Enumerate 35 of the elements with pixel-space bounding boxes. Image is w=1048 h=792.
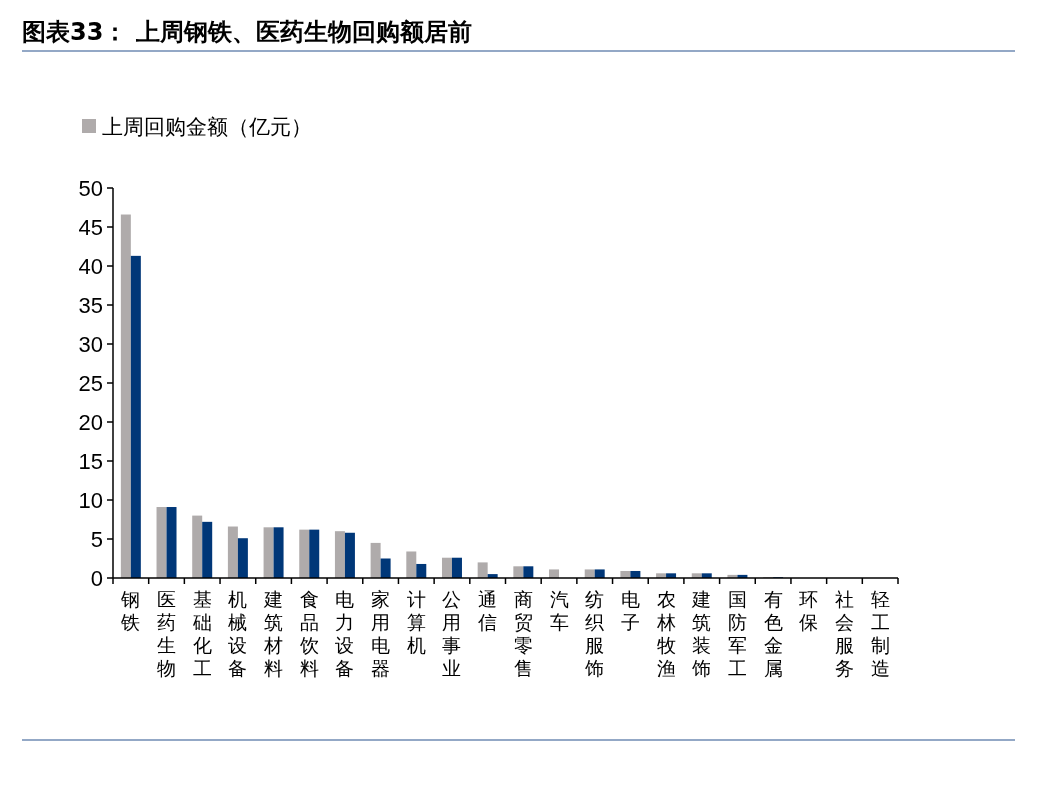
y-tick-label: 0 <box>90 566 103 591</box>
chart-title: 图表33： 上周钢铁、医药生物回购额居前 <box>22 18 472 46</box>
y-tick-label: 5 <box>90 527 103 552</box>
y-tick-label: 20 <box>78 410 103 435</box>
y-tick-label: 35 <box>78 293 103 318</box>
x-tick-label: 汽车 <box>549 588 569 633</box>
x-tick-label: 建筑材料 <box>263 588 284 679</box>
x-tick-label: 计算机 <box>406 588 426 656</box>
x-tick-label: 通信 <box>478 588 498 633</box>
y-tick-label: 25 <box>78 371 103 396</box>
y-tick-label: 50 <box>78 176 103 201</box>
x-tick-label: 社会服务 <box>834 588 854 679</box>
x-tick-label: 医药生物 <box>157 588 177 679</box>
x-tick-label: 机械设备 <box>228 588 248 679</box>
y-tick-label: 45 <box>78 215 103 240</box>
legend-label: 上周回购金额（亿元） <box>102 115 312 139</box>
x-tick-label: 家用电器 <box>371 588 391 679</box>
x-tick-label: 公用事业 <box>442 588 462 679</box>
y-tick-label: 40 <box>78 254 103 279</box>
x-tick-label: 轻工制造 <box>870 588 890 679</box>
x-tick-label: 电子 <box>620 588 640 633</box>
x-tick-label: 有色金属 <box>763 588 783 679</box>
x-tick-label: 纺织服饰 <box>584 588 605 679</box>
x-tick-label: 国防军工 <box>727 588 747 679</box>
x-tick-label: 建筑装饰 <box>691 588 712 679</box>
x-tick-label: 农林牧渔 <box>655 588 676 679</box>
x-tick-label: 食品饮料 <box>298 588 319 679</box>
x-tick-label: 电力设备 <box>335 588 355 679</box>
y-tick-label: 30 <box>78 332 103 357</box>
x-tick-label: 环保 <box>799 588 819 633</box>
x-tick-label: 商贸零售 <box>513 588 533 679</box>
x-tick-label: 钢铁 <box>120 588 141 633</box>
y-tick-label: 15 <box>78 449 103 474</box>
x-tick-label: 基础化工 <box>191 588 212 679</box>
y-tick-label: 10 <box>78 488 103 513</box>
